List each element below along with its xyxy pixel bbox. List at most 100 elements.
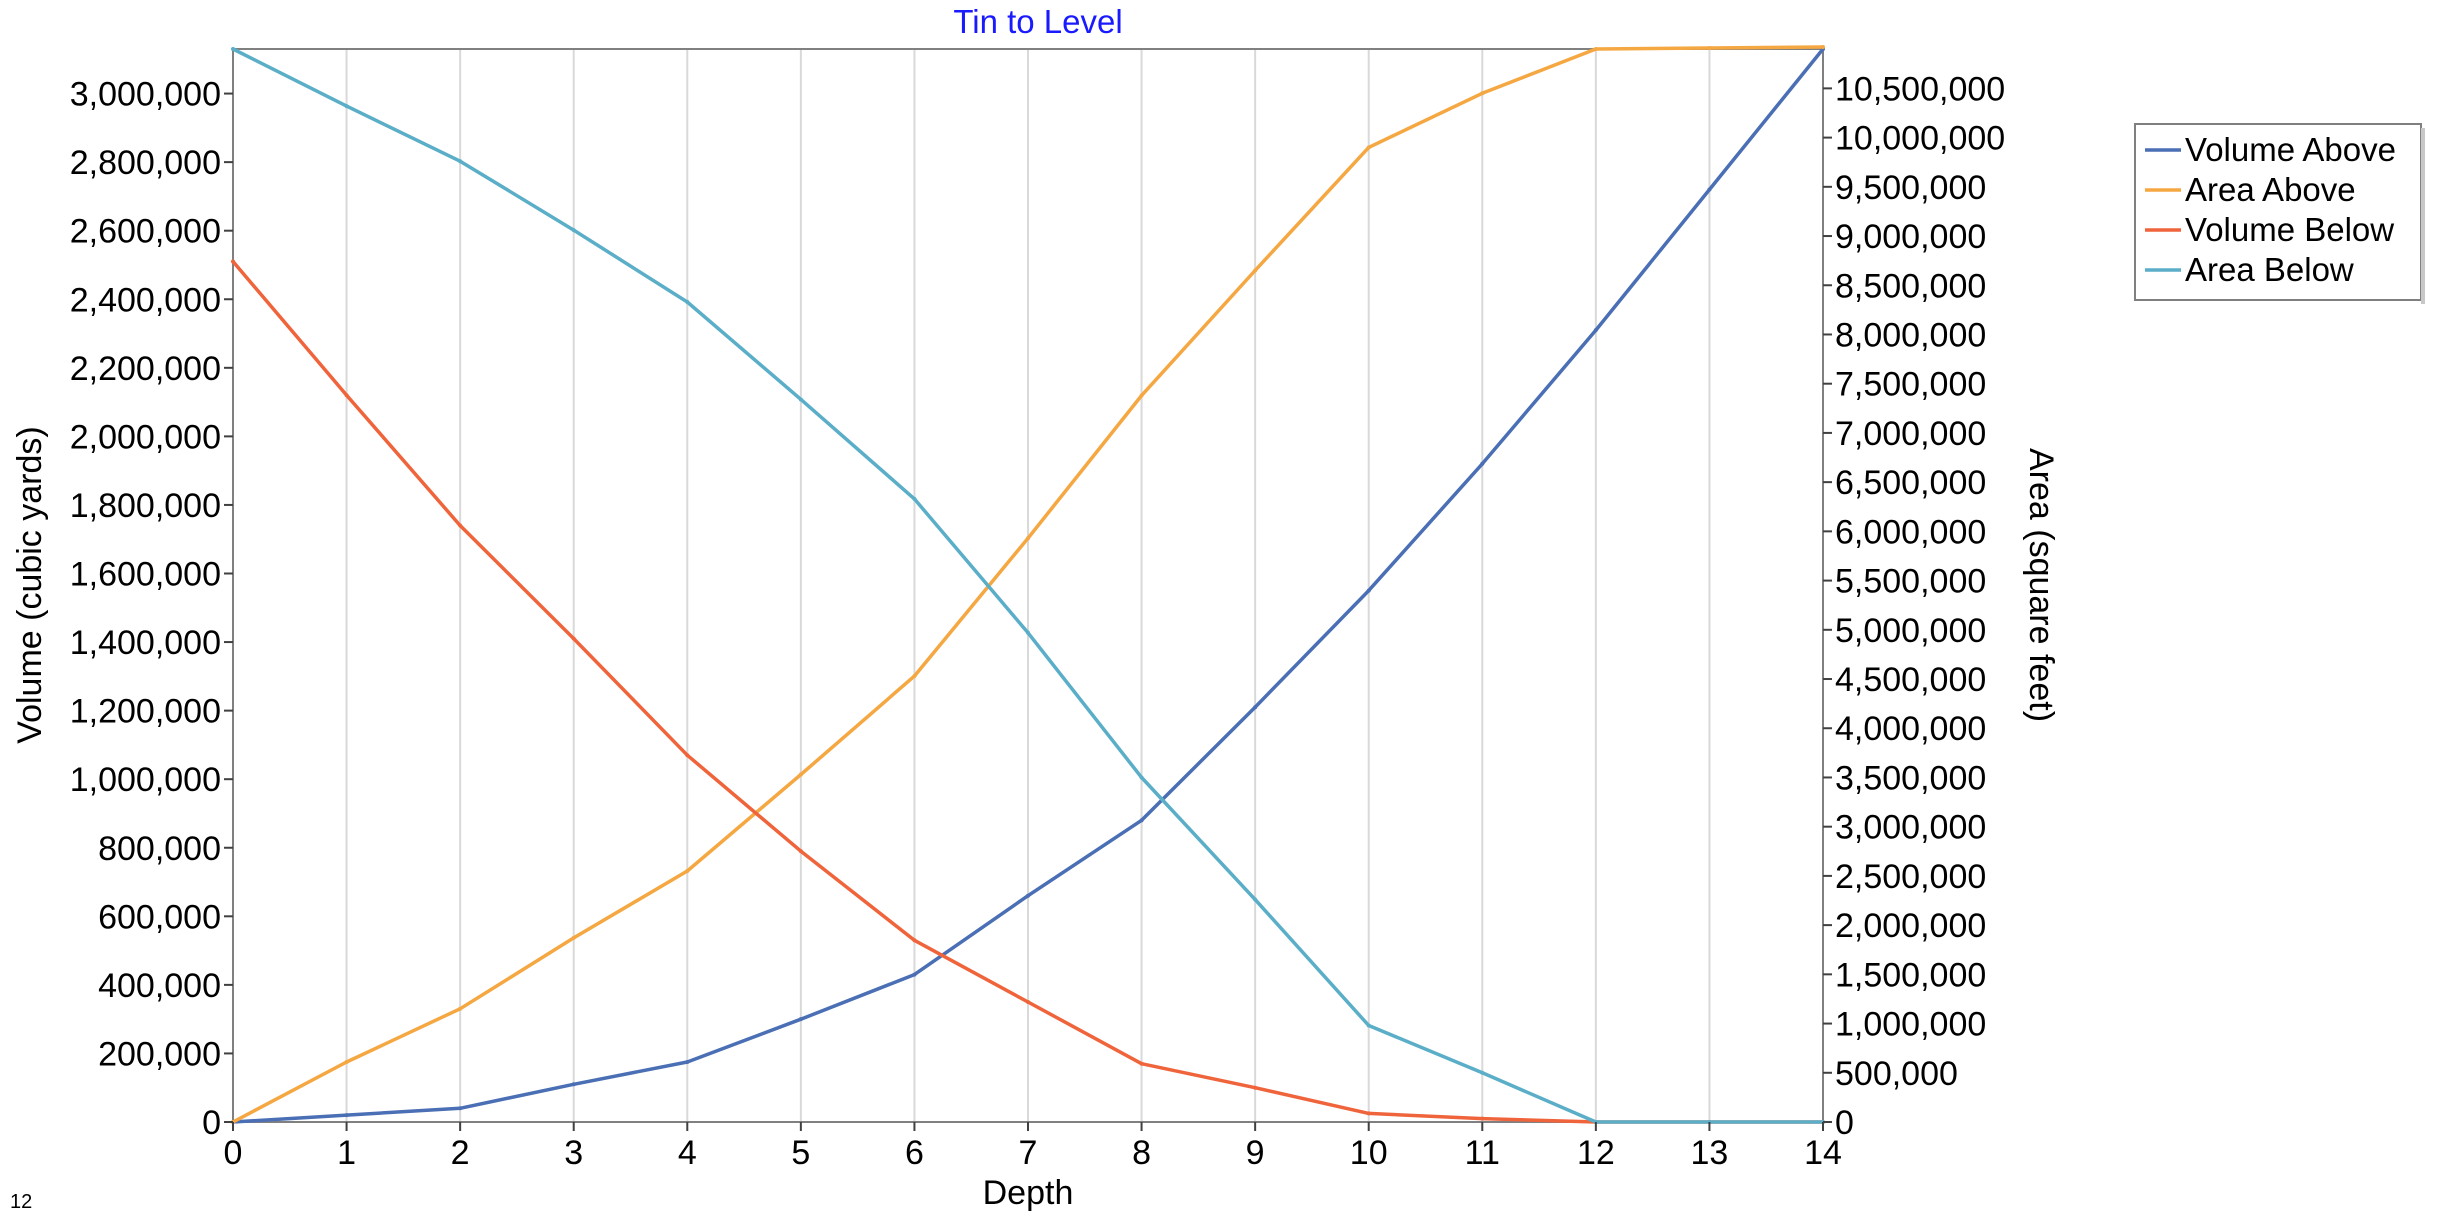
data-point-area-above [1707,46,1712,51]
y-left-tick-label: 600,000 [98,898,221,936]
data-point-area-above [1480,91,1485,96]
y-left-tick-label: 1,400,000 [70,624,221,662]
data-point-volume-below [231,259,235,264]
y-left-tick-label: 1,200,000 [70,693,221,731]
y-right-tick-label: 10,000,000 [1835,120,2005,158]
series-lines [231,45,1825,1124]
data-point-volume-above [344,1113,349,1118]
y-right-tick-label: 10,500,000 [1835,70,2005,108]
x-axis-title: Depth [983,1174,1074,1212]
data-point-volume-below [798,849,803,854]
y-right-tick-label: 8,000,000 [1835,316,1986,354]
y-right-tick-label: 2,000,000 [1835,907,1986,945]
x-tick-label: 8 [1132,1134,1151,1172]
y-right-tick-label: 3,000,000 [1835,809,1986,847]
data-point-volume-below [912,938,917,943]
data-point-area-below [912,496,917,501]
y-left-tick-label: 800,000 [98,830,221,868]
y-right-tick-label: 3,500,000 [1835,759,1986,797]
data-point-area-below [1139,775,1144,780]
data-point-area-below [571,228,576,233]
data-point-volume-above [912,972,917,977]
data-point-area-above [1253,268,1258,273]
y-axis-left-title: Volume (cubic yards) [11,426,49,743]
y-left-tick-label: 1,800,000 [70,487,221,525]
data-point-area-below [685,299,690,304]
data-point-volume-below [458,523,463,528]
y-right-tick-label: 9,000,000 [1835,218,1986,256]
data-point-area-below [458,159,463,164]
data-point-area-below [1480,1070,1485,1075]
legend-box [2134,123,2422,301]
data-point-volume-above [798,1017,803,1022]
y-left-tick-label: 0 [202,1104,221,1142]
y-left-tick-label: 2,000,000 [70,418,221,456]
legend-label-volume-below: Volume Below [2185,211,2394,248]
x-tick-label: 0 [224,1134,243,1172]
y-left-tick-label: 2,400,000 [70,281,221,319]
y-right-tick-label: 7,500,000 [1835,366,1986,404]
axes: 0 1 2 3 4 5 6 7 8 9 10 11 12 13 140200,000400,000600,0… [70,70,2005,1172]
y-axis-right-title: Area (square feet) [2022,448,2060,722]
x-tick-label: 2 [451,1134,470,1172]
y-left-tick-label: 200,000 [98,1035,221,1073]
y-right-tick-label: 9,500,000 [1835,169,1986,207]
data-point-area-above [685,868,690,873]
data-point-volume-below [685,753,690,758]
data-point-volume-above [458,1106,463,1111]
x-tick-label: 13 [1691,1134,1729,1172]
y-right-tick-label: 5,500,000 [1835,563,1986,601]
data-point-volume-above [1593,328,1598,333]
gridlines [345,49,1711,1122]
x-tick-label: 11 [1465,1134,1500,1172]
data-point-area-above [1821,45,1825,50]
x-tick-label: 10 [1350,1134,1388,1172]
data-point-area-above [798,772,803,777]
x-tick-label: 3 [564,1134,583,1172]
legend-shadow [2421,128,2425,304]
y-right-tick-label: 7,000,000 [1835,415,1986,453]
y-right-tick-label: 4,000,000 [1835,710,1986,748]
y-right-tick-label: 5,000,000 [1835,612,1986,650]
data-point-area-above [1366,145,1371,150]
y-left-tick-label: 2,800,000 [70,144,221,182]
legend-label-area-below: Area Below [2185,251,2354,288]
data-point-volume-below [1253,1085,1258,1090]
data-point-area-above [1593,47,1598,51]
y-left-tick-label: 400,000 [98,967,221,1005]
y-right-tick-label: 2,500,000 [1835,858,1986,896]
x-tick-label: 5 [791,1134,810,1172]
y-right-tick-label: 0 [1835,1104,1854,1142]
data-point-area-above [1139,393,1144,398]
data-point-area-below [1026,630,1030,635]
data-point-volume-above [1480,461,1485,466]
y-right-tick-label: 1,000,000 [1835,1006,1986,1044]
x-tick-label: 12 [1577,1134,1615,1172]
legend-label-volume-above: Volume Above [2185,131,2396,168]
y-right-tick-label: 8,500,000 [1835,267,1986,305]
y-right-tick-label: 500,000 [1835,1055,1958,1093]
data-point-volume-above [1707,187,1712,192]
data-point-volume-above [1366,588,1371,593]
data-point-area-above [571,935,576,940]
data-point-volume-above [1253,705,1258,710]
y-left-tick-label: 3,000,000 [70,76,221,114]
y-right-tick-label: 6,000,000 [1835,513,1986,551]
y-left-tick-label: 1,600,000 [70,556,221,594]
x-tick-label: 9 [1246,1134,1265,1172]
data-point-area-below [1366,1023,1371,1028]
x-tick-label: 4 [678,1134,697,1172]
y-left-tick-label: 1,000,000 [70,761,221,799]
y-left-tick-label: 2,600,000 [70,213,221,251]
data-point-area-below [231,47,235,51]
data-point-volume-above [1139,818,1144,823]
legend-label-area-above: Area Above [2185,171,2356,208]
y-right-tick-label: 1,500,000 [1835,956,1986,994]
data-point-volume-below [571,636,576,641]
y-right-tick-label: 4,500,000 [1835,661,1986,699]
data-point-area-above [1026,536,1030,541]
data-point-area-below [798,397,803,402]
